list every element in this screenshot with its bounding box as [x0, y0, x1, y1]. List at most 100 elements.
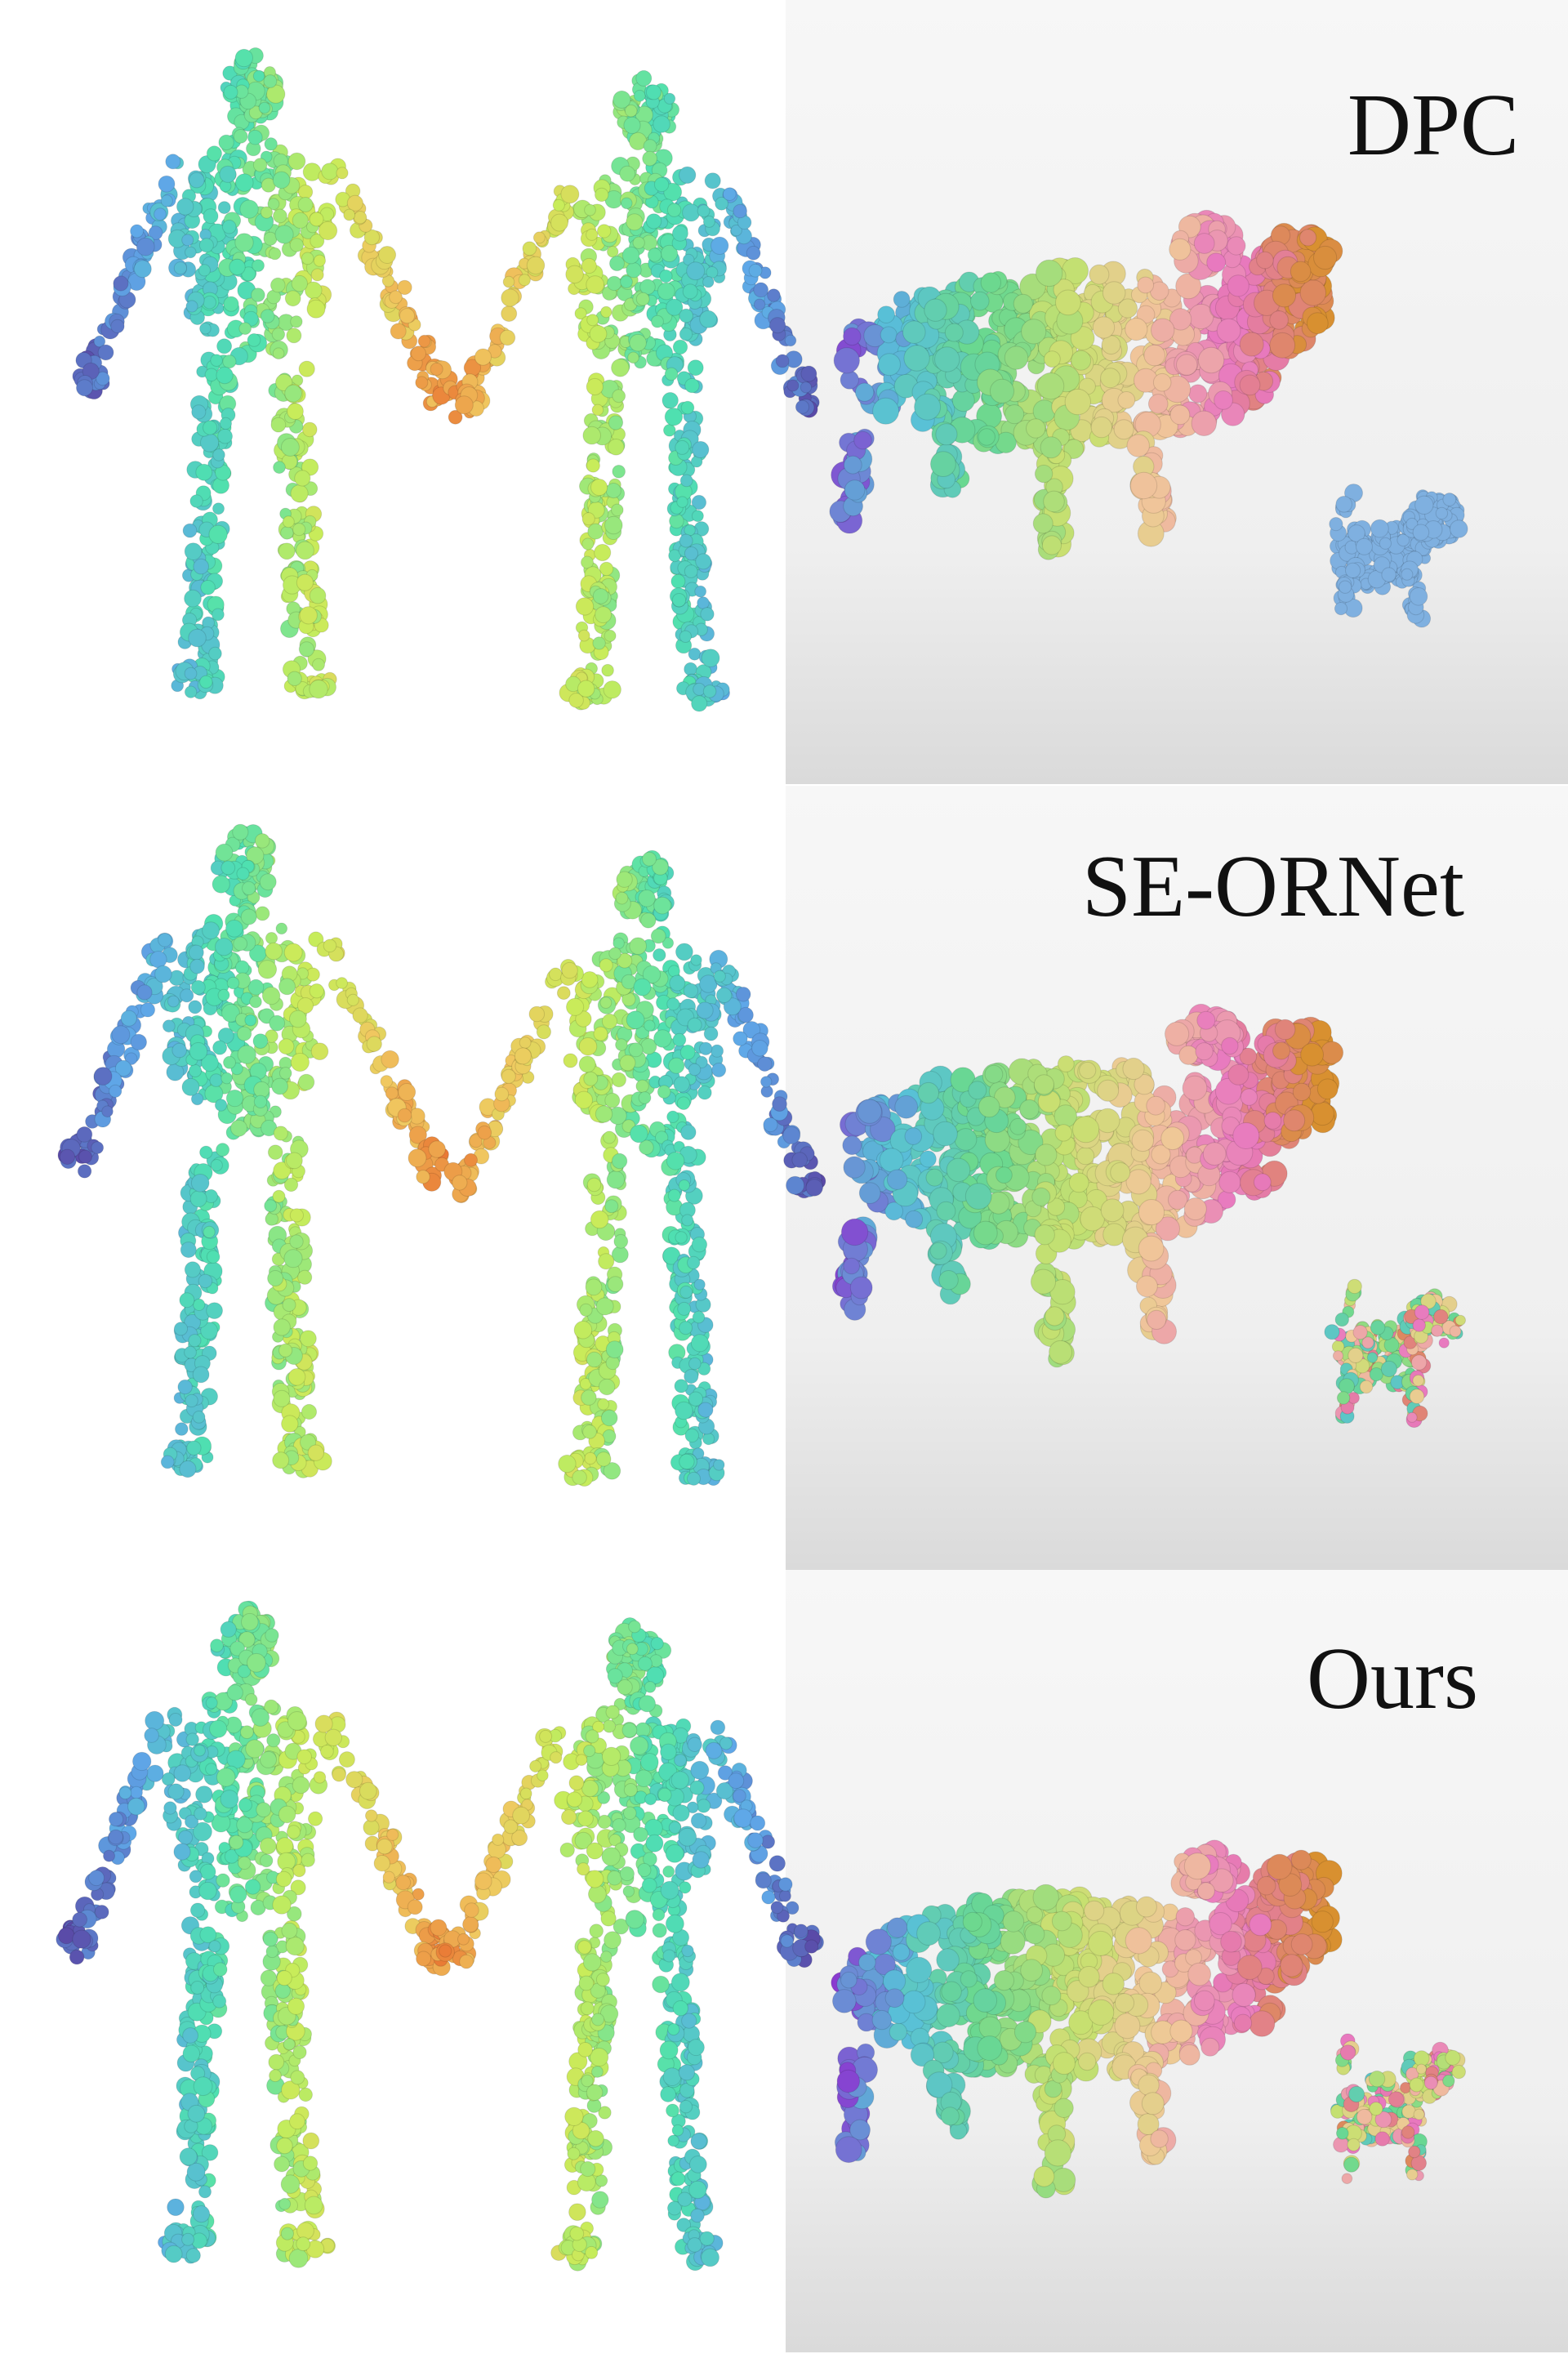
human-point: [533, 232, 545, 243]
human-point: [579, 1056, 595, 1072]
human-point: [271, 417, 286, 432]
human-point: [630, 1125, 648, 1143]
human-point: [636, 292, 649, 305]
human-point: [592, 404, 604, 416]
human-point: [654, 177, 668, 191]
human-point: [680, 1286, 693, 1298]
human-point: [299, 361, 314, 377]
human-point: [665, 368, 678, 381]
human-point: [281, 527, 294, 540]
human-point: [666, 1152, 684, 1170]
dog-point: [1339, 1379, 1355, 1394]
human-point: [172, 1043, 187, 1058]
human-point: [801, 366, 817, 381]
human-point: [667, 203, 680, 216]
cow-point: [1137, 1276, 1158, 1297]
cow-point: [1032, 1188, 1050, 1206]
cow-point: [1077, 1148, 1094, 1165]
human-point: [253, 158, 266, 172]
human-point: [665, 408, 682, 426]
human-point: [567, 998, 584, 1015]
human-point: [203, 1226, 215, 1237]
human-point: [177, 198, 194, 215]
dog-point: [1414, 1305, 1429, 1320]
cow-point: [1132, 1130, 1153, 1151]
cow-point: [844, 456, 862, 474]
human-point: [381, 1076, 393, 1088]
human-point: [599, 562, 612, 575]
human-point: [495, 1087, 509, 1101]
human-point: [379, 247, 396, 264]
human-point: [673, 340, 687, 354]
human-point: [668, 1189, 680, 1202]
cow-point: [1222, 1037, 1238, 1054]
cow-point: [1073, 1117, 1099, 1143]
human-point: [278, 1039, 294, 1054]
human-point: [523, 242, 537, 256]
human-point: [593, 637, 605, 649]
human-point: [390, 291, 403, 304]
human-point: [474, 349, 491, 365]
human-point: [452, 1175, 467, 1190]
dog-point: [1346, 563, 1361, 577]
human-point: [643, 852, 657, 866]
cow-point: [895, 1095, 918, 1118]
human-point: [310, 680, 327, 698]
human-point: [191, 1175, 209, 1193]
cow-point: [1138, 1236, 1164, 1261]
human-point: [261, 310, 274, 323]
human-point: [684, 983, 697, 997]
human-point: [185, 686, 196, 698]
cow-point: [859, 1183, 880, 1204]
human-point: [605, 1093, 620, 1108]
human-point: [77, 380, 93, 396]
cow-point: [840, 371, 858, 389]
human-point: [209, 525, 227, 543]
human-point: [503, 276, 514, 288]
human-point: [198, 265, 210, 276]
human-point: [158, 176, 175, 192]
human-point: [679, 309, 693, 323]
human-point: [653, 949, 666, 961]
human-point: [688, 648, 701, 660]
human-point: [224, 1056, 236, 1068]
human-point: [261, 207, 272, 218]
cow-point: [1013, 294, 1032, 313]
human-point: [640, 279, 656, 295]
human-point: [347, 195, 363, 211]
cow-point: [978, 1096, 1000, 1117]
human-point: [585, 204, 596, 216]
human-point: [754, 283, 768, 297]
human-point: [537, 1025, 550, 1039]
human-point: [198, 1274, 212, 1288]
human-point: [111, 319, 124, 332]
human-point: [679, 534, 693, 547]
human-point: [408, 1149, 426, 1167]
human-point: [639, 1092, 651, 1104]
human-point: [131, 225, 144, 238]
human-point: [581, 258, 596, 273]
human-point: [783, 1127, 800, 1144]
human-point: [284, 1250, 302, 1268]
human-point: [596, 1452, 611, 1467]
human-point: [586, 378, 603, 395]
human-point: [644, 1020, 655, 1031]
human-point: [192, 405, 206, 419]
human-point: [279, 1068, 292, 1080]
human-point: [200, 323, 212, 334]
human-point: [685, 378, 699, 392]
dog-point: [1379, 537, 1391, 549]
human-point: [220, 1621, 236, 1637]
cow-point: [1004, 346, 1027, 369]
cow-point: [1118, 392, 1135, 409]
human-point: [290, 1235, 303, 1248]
human-point: [287, 328, 301, 343]
human-point: [274, 209, 287, 223]
cow-point: [926, 1169, 943, 1186]
human-point: [607, 1171, 624, 1188]
cow-point: [1042, 536, 1061, 555]
cow-point: [1125, 319, 1147, 341]
human-point: [514, 1048, 531, 1064]
human-point: [203, 296, 216, 309]
dog-point: [1339, 581, 1351, 593]
